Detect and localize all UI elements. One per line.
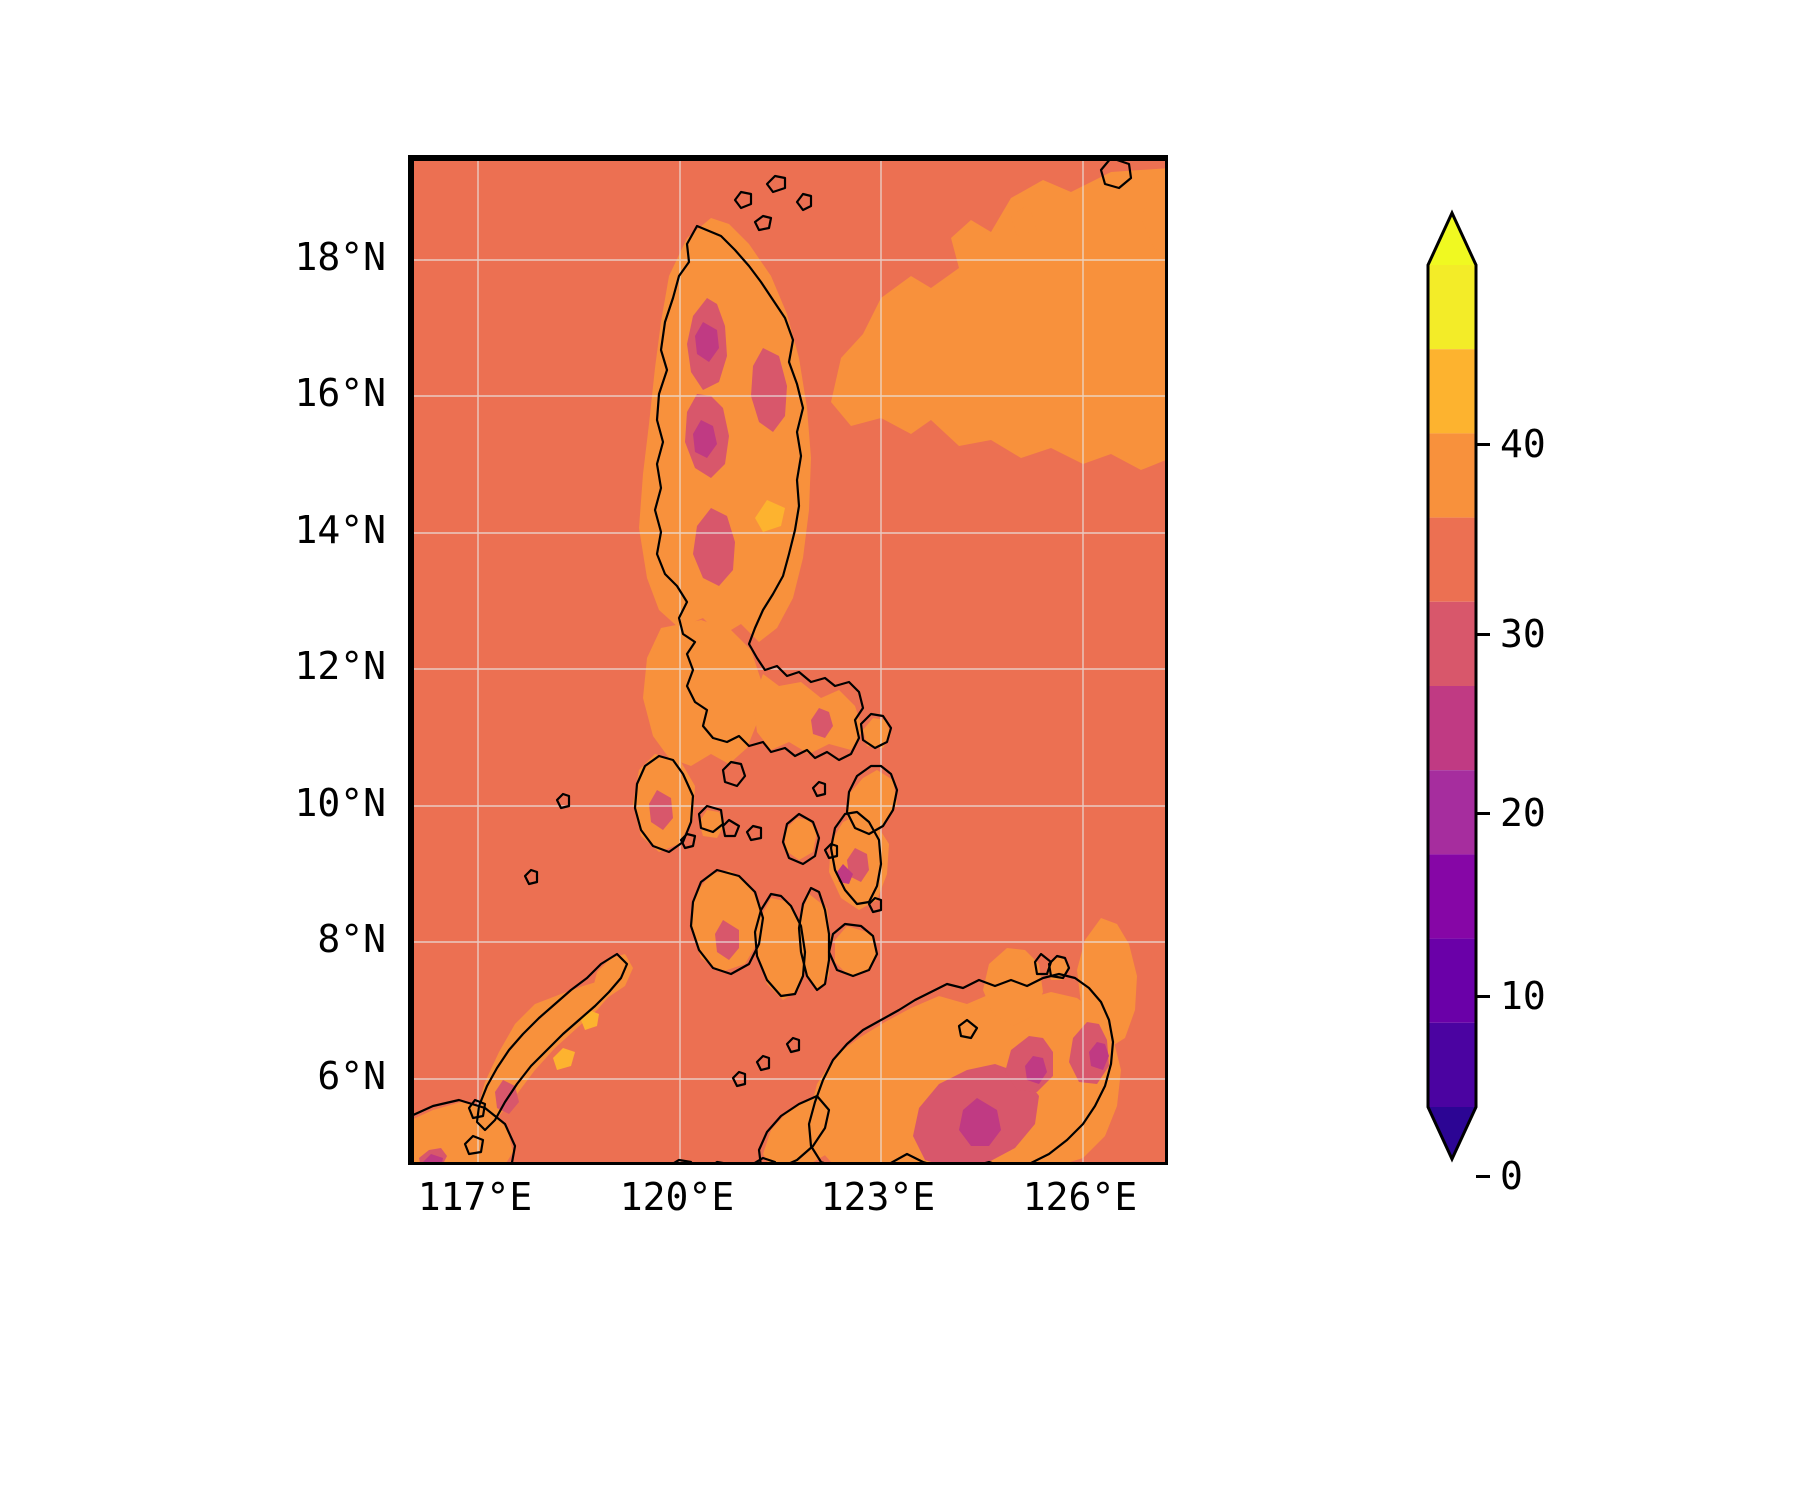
cbar-tick-30 xyxy=(1476,633,1490,636)
map-plot-area xyxy=(408,155,1168,1165)
xtick-label-126E: 126°E xyxy=(1022,1175,1138,1219)
xtick-label-123E: 123°E xyxy=(820,1175,936,1219)
cbar-tick-40 xyxy=(1476,443,1490,446)
graticule-gridlines xyxy=(411,158,1165,1162)
xtick-label-120E: 120°E xyxy=(619,1175,735,1219)
temperature-contour-map xyxy=(411,158,1165,1162)
ytick-label-18N: 18°N xyxy=(294,235,386,279)
cbar-tick-20 xyxy=(1476,812,1490,815)
colorbar xyxy=(1426,155,1478,1165)
ytick-label-10N: 10°N xyxy=(294,781,386,825)
band-35-40 xyxy=(553,500,785,1070)
cbar-tick-10 xyxy=(1476,995,1490,998)
cbar-label-40: 40 xyxy=(1500,422,1546,466)
ytick-label-14N: 14°N xyxy=(294,508,386,552)
colorbar-scale xyxy=(1426,209,1478,1163)
colorbar-bands xyxy=(1428,265,1476,1107)
cbar-label-0: 0 xyxy=(1500,1154,1523,1198)
colorbar-over-arrow xyxy=(1428,213,1476,265)
cbar-label-10: 10 xyxy=(1500,974,1546,1018)
colorbar-under-arrow xyxy=(1428,1107,1476,1159)
map-axes-spine xyxy=(411,158,1165,1162)
coastline-outlines xyxy=(411,158,1133,1162)
cbar-tick-0 xyxy=(1476,1175,1490,1178)
ytick-label-12N: 12°N xyxy=(294,644,386,688)
cbar-label-20: 20 xyxy=(1500,791,1546,835)
band-15-20 xyxy=(423,322,1109,1162)
ytick-label-8N: 8°N xyxy=(317,917,386,961)
ytick-label-6N: 6°N xyxy=(317,1054,386,1098)
ytick-label-16N: 16°N xyxy=(294,371,386,415)
xtick-label-117E: 117°E xyxy=(417,1175,533,1219)
colorbar-outline xyxy=(1426,209,1478,1163)
cbar-label-30: 30 xyxy=(1500,612,1546,656)
